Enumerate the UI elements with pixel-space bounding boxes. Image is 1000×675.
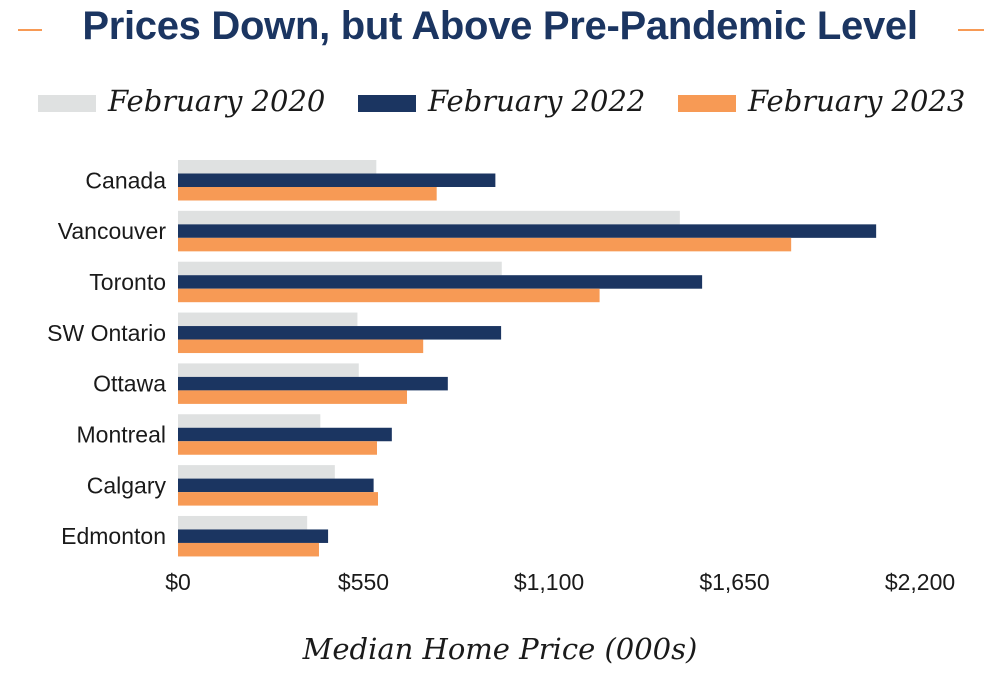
bar-edmonton-february-2020 [178, 515, 308, 530]
bar-canada-february-2020 [178, 160, 377, 174]
bar-canada-february-2023 [178, 187, 437, 201]
bar-sw-ontario-february-2020 [178, 312, 358, 327]
bar-edmonton-february-2022 [178, 529, 329, 543]
bar-montreal-february-2020 [178, 414, 321, 428]
x-tick-label: $2,200 [885, 569, 955, 595]
x-tick-label: $550 [338, 569, 389, 595]
y-tick-label: Montreal [77, 422, 166, 448]
title-left-rule [18, 29, 42, 31]
x-tick-label: $0 [165, 569, 191, 595]
chart-title: Prices Down, but Above Pre-Pandemic Leve… [82, 4, 918, 48]
bar-vancouver-february-2023 [178, 237, 792, 252]
bar-sw-ontario-february-2022 [178, 326, 502, 340]
legend-label: February 2023 [748, 84, 966, 118]
bar-toronto-february-2023 [178, 288, 600, 303]
bar-canada-february-2022 [178, 173, 496, 187]
y-tick-label: Calgary [87, 472, 167, 498]
bar-montreal-february-2022 [178, 427, 392, 442]
legend-label: February 2020 [108, 84, 326, 118]
y-tick-label: SW Ontario [47, 320, 166, 346]
bar-calgary-february-2023 [178, 492, 379, 506]
bar-edmonton-february-2023 [178, 542, 319, 557]
bar-montreal-february-2023 [178, 441, 377, 455]
title-row: Prices Down, but Above Pre-Pandemic Leve… [0, 0, 1000, 60]
y-tick-label: Vancouver [58, 218, 167, 244]
bar-ottawa-february-2023 [178, 390, 408, 404]
legend-label: February 2022 [428, 84, 646, 118]
x-tick-label: $1,650 [699, 569, 769, 595]
bar-vancouver-february-2022 [178, 224, 877, 238]
y-tick-label: Edmonton [61, 523, 166, 549]
x-tick-label: $1,100 [514, 569, 584, 595]
bar-calgary-february-2022 [178, 478, 374, 493]
bar-vancouver-february-2020 [178, 210, 680, 225]
bar-ottawa-february-2022 [178, 376, 448, 391]
legend-swatch [358, 95, 416, 112]
bar-calgary-february-2020 [178, 465, 335, 479]
x-axis-title: Median Home Price (000s) [302, 632, 698, 666]
bar-toronto-february-2020 [178, 261, 502, 276]
legend-swatch [38, 95, 96, 112]
y-tick-label: Toronto [89, 269, 166, 295]
legend: February 2020 February 2022 February 202… [0, 82, 1000, 126]
y-tick-label: Ottawa [93, 371, 166, 397]
legend-swatch [678, 95, 736, 112]
title-right-rule [958, 29, 984, 31]
bar-ottawa-february-2020 [178, 363, 359, 377]
bar-sw-ontario-february-2023 [178, 339, 424, 354]
bar-toronto-february-2022 [178, 275, 703, 289]
y-tick-label: Canada [85, 167, 166, 193]
